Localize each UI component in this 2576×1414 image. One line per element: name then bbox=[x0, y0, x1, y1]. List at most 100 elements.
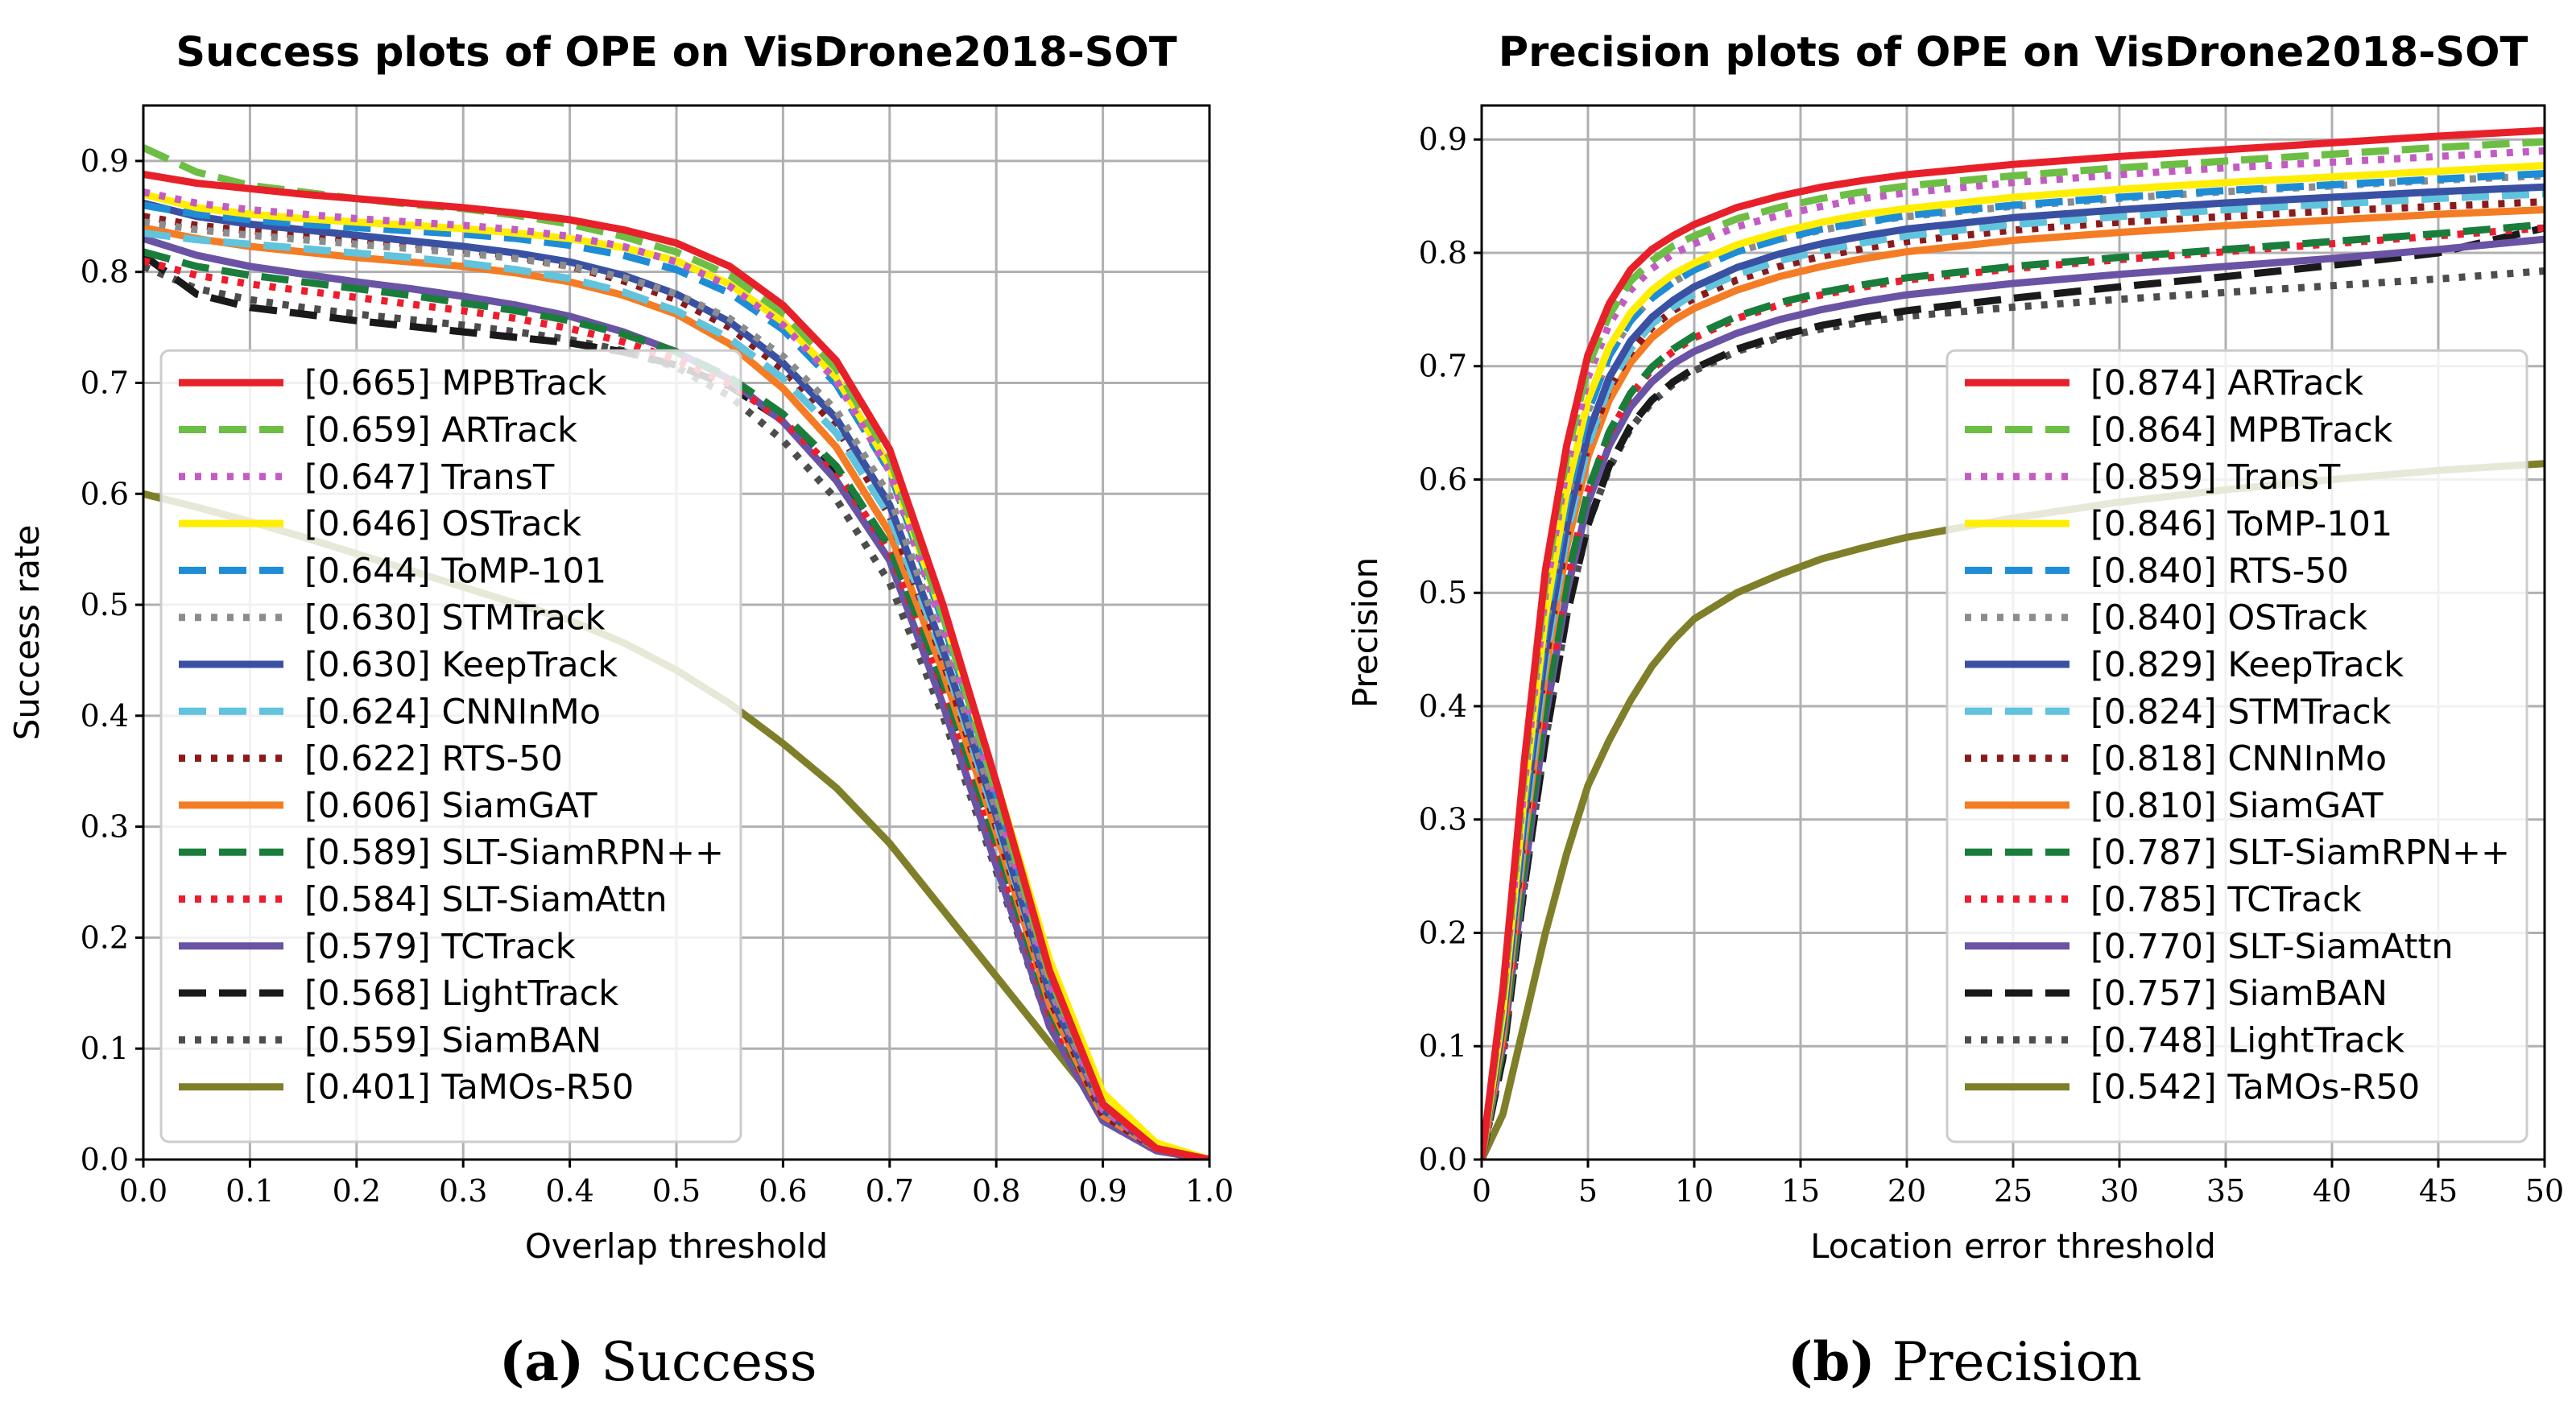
success-legend-label: [0.659] ARTrack bbox=[304, 411, 577, 451]
success-legend-label: [0.568] LightTrack bbox=[304, 974, 618, 1014]
caption-precision: (b) Precision bbox=[1788, 1330, 2142, 1393]
success-y-tick-label: 0.7 bbox=[81, 365, 129, 400]
precision-legend-label: [0.859] TransT bbox=[2090, 457, 2341, 498]
success-y-tick-label: 0.2 bbox=[81, 920, 129, 955]
success-legend-box bbox=[159, 349, 742, 1143]
success-y-tick-label: 0.6 bbox=[81, 476, 129, 511]
precision-legend-label: [0.864] MPBTrack bbox=[2090, 411, 2392, 451]
success-x-tick-label: 0.9 bbox=[1078, 1173, 1127, 1209]
precision-series-line bbox=[1482, 183, 2545, 1160]
success-legend-label: [0.646] OSTrack bbox=[304, 504, 581, 544]
precision-legend-label: [0.874] ARTrack bbox=[2090, 363, 2363, 403]
precision-series-line bbox=[1482, 224, 2545, 1160]
success-legend-label: [0.624] CNNInMo bbox=[304, 692, 601, 732]
precision-legend-label: [0.787] SLT-SiamRPN++ bbox=[2090, 833, 2510, 873]
precision-series-line bbox=[1482, 170, 2545, 1160]
precision-legend-label: [0.846] ToMP-101 bbox=[2090, 504, 2392, 544]
precision-x-tick-label: 35 bbox=[2206, 1173, 2245, 1209]
precision-legend-label: [0.785] TCTrack bbox=[2090, 880, 2362, 920]
precision-legend-label: [0.818] CNNInMo bbox=[2090, 739, 2387, 779]
precision-title: Precision plots of OPE on VisDrone2018-S… bbox=[1499, 29, 2528, 76]
precision-series-line bbox=[1482, 224, 2545, 1160]
caption-success-tag: (a) bbox=[499, 1330, 585, 1393]
precision-x-tick-label: 20 bbox=[1888, 1173, 1926, 1209]
success-legend-label: [0.630] KeepTrack bbox=[304, 645, 618, 685]
success-series-line bbox=[143, 218, 1209, 1160]
success-x-tick-label: 0.8 bbox=[972, 1173, 1020, 1209]
success-x-tick-label: 0.6 bbox=[759, 1173, 807, 1209]
success-legend-label: [0.665] MPBTrack bbox=[304, 363, 606, 403]
caption-success: (a) Success bbox=[499, 1330, 817, 1393]
success-legend-label: [0.589] SLT-SiamRPN++ bbox=[304, 833, 724, 873]
precision-series-group bbox=[1482, 126, 2545, 1160]
precision-series-line bbox=[1482, 126, 2545, 1160]
precision-series-line bbox=[1482, 206, 2545, 1160]
success-legend-label: [0.579] TCTrack bbox=[304, 927, 576, 967]
success-y-tick-label: 0.8 bbox=[81, 254, 129, 290]
success-series-group bbox=[143, 144, 1209, 1160]
precision-y-tick-label: 0.2 bbox=[1419, 915, 1467, 950]
precision-y-tick-label: 0.3 bbox=[1419, 802, 1467, 837]
success-x-tick-label: 0.3 bbox=[439, 1173, 487, 1209]
precision-legend-label: [0.542] TaMOs-R50 bbox=[2090, 1068, 2420, 1108]
precision-y-tick-label: 0.9 bbox=[1419, 122, 1467, 157]
success-y-tick-label: 0.9 bbox=[81, 143, 129, 179]
success-plot: Success plots of OPE on VisDrone2018-SOT… bbox=[7, 29, 1234, 1266]
precision-legend-label: [0.840] RTS-50 bbox=[2090, 551, 2349, 591]
precision-y-tick-label: 0.0 bbox=[1419, 1142, 1467, 1177]
success-x-tick-label: 0.2 bbox=[333, 1173, 381, 1209]
precision-x-tick-label: 10 bbox=[1675, 1173, 1714, 1209]
precision-legend-label: [0.840] OSTrack bbox=[2090, 598, 2367, 639]
success-x-axis-label: Overlap threshold bbox=[525, 1226, 828, 1266]
precision-x-tick-label: 45 bbox=[2419, 1173, 2458, 1209]
precision-y-tick-label: 0.1 bbox=[1419, 1028, 1467, 1064]
success-series-line bbox=[143, 188, 1209, 1160]
precision-y-tick-label: 0.4 bbox=[1419, 688, 1467, 724]
success-y-tick-label: 0.5 bbox=[81, 587, 129, 622]
precision-legend: [0.874] ARTrack [0.864] MPBTrack [0.859] T… bbox=[1945, 349, 2528, 1143]
success-y-tick-label: 0.3 bbox=[81, 809, 129, 845]
success-legend-label: [0.584] SLT-SiamAttn bbox=[304, 880, 668, 920]
precision-legend-label: [0.829] KeepTrack bbox=[2090, 645, 2404, 685]
precision-legend-label: [0.824] STMTrack bbox=[2090, 692, 2392, 732]
success-legend-label: [0.559] SiamBAN bbox=[304, 1020, 602, 1060]
precision-series-line bbox=[1482, 147, 2545, 1160]
precision-series-line bbox=[1482, 221, 2545, 1160]
success-legend-label: [0.644] ToMP-101 bbox=[304, 551, 606, 591]
precision-y-tick-label: 0.7 bbox=[1419, 349, 1467, 384]
precision-x-axis-label: Location error threshold bbox=[1810, 1226, 2216, 1266]
precision-x-tick-label: 25 bbox=[1994, 1173, 2032, 1209]
success-x-tick-label: 0.0 bbox=[119, 1173, 167, 1209]
success-series-line bbox=[143, 199, 1209, 1160]
precision-x-tick-label: 5 bbox=[1578, 1173, 1598, 1209]
precision-y-axis-label: Precision bbox=[1346, 557, 1385, 708]
precision-x-tick-label: 0 bbox=[1472, 1173, 1491, 1209]
success-series-line bbox=[143, 213, 1209, 1160]
precision-x-tick-label: 30 bbox=[2100, 1173, 2139, 1209]
precision-x-tick-label: 40 bbox=[2313, 1173, 2351, 1209]
caption-success-text: Success bbox=[601, 1331, 817, 1393]
precision-plot-frame bbox=[1480, 104, 2546, 1161]
precision-legend-label: [0.757] SiamBAN bbox=[2090, 974, 2388, 1014]
success-x-tick-label: 0.1 bbox=[225, 1173, 274, 1209]
precision-x-tick-label: 15 bbox=[1781, 1173, 1820, 1209]
success-y-axis-label: Success rate bbox=[7, 525, 47, 741]
success-legend-label: [0.622] RTS-50 bbox=[304, 739, 563, 779]
success-title: Success plots of OPE on VisDrone2018-SOT bbox=[176, 29, 1177, 76]
precision-legend-label: [0.748] LightTrack bbox=[2090, 1020, 2404, 1060]
success-legend-label: [0.606] SiamGAT bbox=[304, 786, 597, 826]
caption-precision-text: Precision bbox=[1892, 1331, 2142, 1393]
precision-x-tick-label: 50 bbox=[2525, 1173, 2564, 1209]
success-legend-label: [0.401] TaMOs-R50 bbox=[304, 1068, 634, 1108]
precision-series-line bbox=[1482, 162, 2545, 1160]
success-legend-label: [0.630] STMTrack bbox=[304, 598, 606, 639]
success-y-tick-label: 0.1 bbox=[81, 1031, 129, 1066]
precision-legend-label: [0.810] SiamGAT bbox=[2090, 786, 2384, 826]
success-x-tick-label: 1.0 bbox=[1185, 1173, 1234, 1209]
success-x-tick-label: 0.7 bbox=[866, 1173, 914, 1209]
success-x-tick-label: 0.4 bbox=[545, 1173, 593, 1209]
precision-plot: Precision plots of OPE on VisDrone2018-S… bbox=[1346, 29, 2564, 1266]
success-legend-label: [0.647] TransT bbox=[304, 457, 555, 498]
precision-legend-box bbox=[1945, 349, 2528, 1143]
